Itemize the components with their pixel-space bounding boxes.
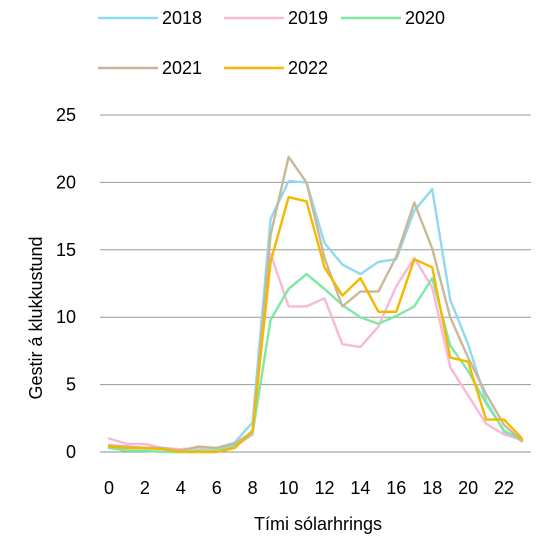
x-tick-label: 14 (350, 478, 370, 498)
series-lines (107, 155, 524, 454)
legend-label: 2020 (405, 8, 445, 28)
x-tick-label: 6 (212, 478, 222, 498)
x-tick-label: 20 (458, 478, 478, 498)
y-tick-label: 5 (66, 375, 76, 395)
x-tick-label: 0 (104, 478, 114, 498)
x-tick-label: 4 (176, 478, 186, 498)
legend-label: 2022 (288, 58, 328, 78)
gridlines (100, 114, 531, 453)
y-tick-label: 0 (66, 442, 76, 462)
series-line-2020 (107, 272, 524, 454)
x-tick-label: 18 (422, 478, 442, 498)
series-line-2019 (107, 252, 524, 451)
legend-item-2021: 2021 (98, 58, 202, 78)
x-tick-label: 10 (279, 478, 299, 498)
y-tick-label: 15 (56, 240, 76, 260)
y-axis-title: Gestir á klukkustund (26, 236, 46, 399)
x-axis-title: Tími sólarhrings (254, 514, 382, 534)
legend-item-2018: 2018 (98, 8, 202, 28)
legend-label: 2019 (288, 8, 328, 28)
legend-item-2022: 2022 (224, 58, 328, 78)
x-tick-label: 12 (314, 478, 334, 498)
y-tick-label: 20 (56, 172, 76, 192)
y-tick-label: 25 (56, 105, 76, 125)
legend-item-2020: 2020 (341, 8, 445, 28)
legend-label: 2021 (162, 58, 202, 78)
x-axis-ticks: 0 2 4 6 8 10 12 14 16 18 20 22 (104, 478, 514, 498)
y-tick-label: 10 (56, 307, 76, 327)
x-tick-label: 16 (386, 478, 406, 498)
y-axis-ticks: 0 5 10 15 20 25 (56, 105, 76, 462)
series-line-2021 (107, 155, 524, 452)
legend-label: 2018 (162, 8, 202, 28)
x-tick-label: 22 (494, 478, 514, 498)
x-tick-label: 2 (140, 478, 150, 498)
x-tick-label: 8 (248, 478, 258, 498)
series-line-2022 (107, 195, 524, 454)
legend-item-2019: 2019 (224, 8, 328, 28)
legend: 2018 2019 2020 2021 2022 (98, 8, 445, 78)
